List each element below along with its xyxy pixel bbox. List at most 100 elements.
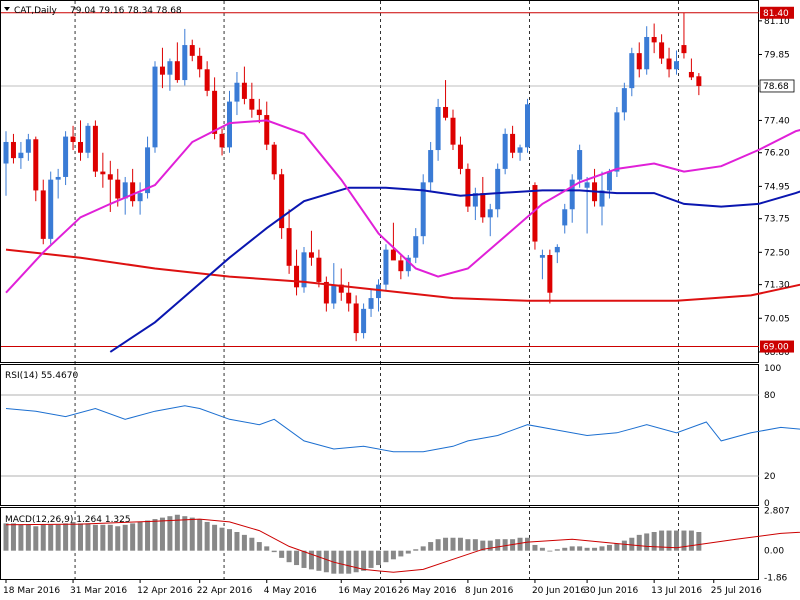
bull-candle <box>435 106 441 151</box>
bull-candle <box>3 141 9 164</box>
rsi-pane-border <box>0 364 759 506</box>
bear-candle <box>666 58 672 70</box>
macd-histogram-bar <box>353 550 359 573</box>
time-tick-label: 8 Jun 2016 <box>465 586 514 596</box>
macd-histogram-bar <box>539 547 545 551</box>
bear-candle <box>659 42 665 59</box>
level-tag-label: 81.40 <box>763 9 789 19</box>
macd-histogram-bar <box>241 534 247 551</box>
bull-candle <box>495 168 501 210</box>
macd-histogram-bar <box>212 524 218 551</box>
macd-histogram-bar <box>554 549 560 551</box>
macd-histogram-bar <box>189 517 195 551</box>
bear-candle <box>10 141 16 159</box>
bull-candle <box>517 147 523 153</box>
macd-histogram-bar <box>584 547 590 551</box>
macd-histogram-bar <box>390 550 396 560</box>
macd-histogram-bar <box>368 550 374 568</box>
macd-histogram-bar <box>204 521 210 551</box>
bull-candle <box>584 182 590 188</box>
macd-histogram-bar <box>197 519 203 551</box>
dropdown-arrow-icon[interactable] <box>4 7 10 11</box>
price-axis: 81.10 79.85 77.40 76.20 74.95 73.75 72.50 71.30… <box>759 6 795 358</box>
time-tick-label: 4 May 2016 <box>264 586 317 596</box>
macd-histogram-bar <box>286 550 292 563</box>
macd-histogram-bar <box>316 550 322 571</box>
bear-candle <box>130 182 136 202</box>
macd-histogram-bar <box>279 550 285 558</box>
macd-histogram-bar <box>383 550 389 563</box>
macd-histogram-bar <box>130 523 136 551</box>
macd-histogram-bar <box>502 539 508 551</box>
macd-histogram-bar <box>420 546 426 551</box>
macd-histogram-bar <box>48 524 54 551</box>
macd-histogram-bar <box>696 532 702 551</box>
macd-histogram-bar <box>487 540 493 551</box>
macd-histogram-bar <box>457 537 463 551</box>
macd-histogram-bar <box>681 530 687 551</box>
macd-histogram-bar <box>361 550 367 571</box>
time-tick-label: 12 Apr 2016 <box>137 586 193 596</box>
rsi-tick-label: 20 <box>764 472 776 482</box>
bear-candle <box>78 141 83 153</box>
bull-candle <box>599 190 605 207</box>
current-price-tag <box>759 79 795 93</box>
macd-histogram-bar <box>636 534 642 551</box>
macd-histogram-bar <box>137 521 143 551</box>
macd-histogram-bar <box>301 550 307 568</box>
macd-histogram-bar <box>55 524 61 551</box>
bear-candle <box>346 292 352 304</box>
bear-candle <box>480 193 486 218</box>
macd-histogram-bar <box>674 530 679 551</box>
bear-candle <box>532 185 538 242</box>
bear-candle <box>219 133 225 148</box>
bear-candle <box>212 90 218 134</box>
macd-histogram-bar <box>63 523 69 551</box>
main-pane-border <box>0 0 759 363</box>
bull-candle <box>614 112 620 172</box>
macd-histogram-bar <box>145 520 151 551</box>
bull-candle <box>420 182 426 237</box>
macd-histogram-bar <box>517 537 523 551</box>
macd-histogram-bar <box>599 546 605 551</box>
macd-histogram-bar <box>465 539 471 551</box>
macd-histogram-bar <box>227 529 232 551</box>
bear-candle <box>33 139 39 191</box>
bear-candle <box>249 98 255 110</box>
macd-histogram-bar <box>18 524 24 551</box>
macd-histogram-bar <box>614 543 620 551</box>
bull-candle <box>413 236 419 258</box>
macd-histogram-bar <box>525 537 530 551</box>
bull-candle <box>554 246 560 253</box>
bear-candle <box>443 106 449 118</box>
bull-candle <box>48 179 54 239</box>
macd-histogram-bar <box>398 550 404 557</box>
macd-histogram-bar <box>450 537 456 551</box>
bear-candle <box>353 303 359 334</box>
time-tick-label: 18 Mar 2016 <box>3 586 60 596</box>
bull-candle <box>569 179 575 210</box>
bull-candle <box>606 171 612 191</box>
macd-histogram-bar <box>40 524 46 551</box>
bull-candle <box>405 257 411 272</box>
macd-histogram-bar <box>264 546 270 551</box>
bear-candle <box>241 82 247 99</box>
macd-histogram-bar <box>174 514 180 551</box>
macd-histogram-bar <box>323 550 329 573</box>
bull-candle <box>85 125 91 153</box>
bear-candle <box>398 260 404 272</box>
macd-histogram-bar <box>495 539 501 551</box>
bear-candle <box>688 71 694 78</box>
macd-histogram-bar <box>435 539 441 551</box>
bear-candle <box>323 281 329 304</box>
rsi-line <box>5 405 800 453</box>
bear-candle <box>510 133 516 153</box>
macd-tick-label: -1.86 <box>764 573 788 583</box>
moving-averages <box>5 119 800 353</box>
price-tick-label: 81.10 <box>764 17 790 27</box>
macd-histogram-bar <box>472 539 478 551</box>
macd-histogram-bar <box>443 537 449 551</box>
macd-histogram-bar <box>532 544 538 551</box>
bull-candle <box>361 308 367 334</box>
